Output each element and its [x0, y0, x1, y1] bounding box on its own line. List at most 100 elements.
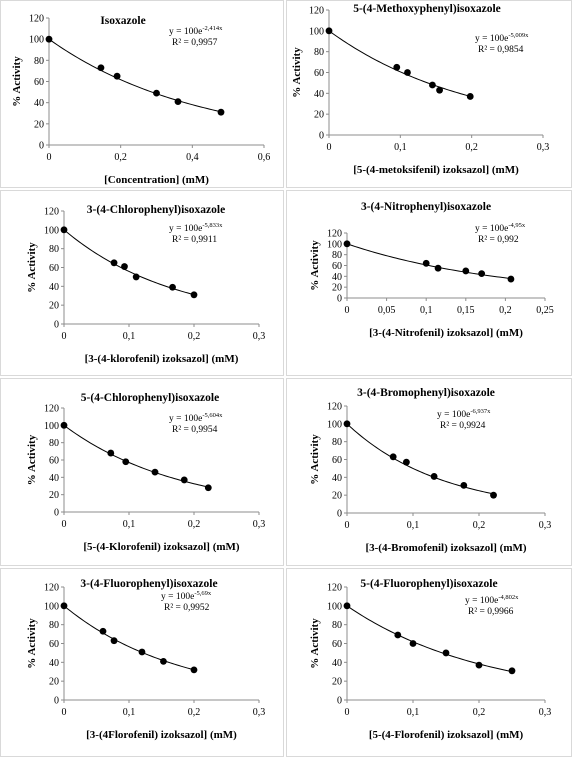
fit-equation: y = 100e-5,604x	[169, 412, 223, 424]
y-tick-label: 120	[327, 402, 342, 413]
trend-curve	[63, 605, 195, 671]
data-point	[436, 86, 443, 94]
x-axis-label: [3-(4-klorofenil) izoksazol] (mM)	[85, 353, 239, 365]
y-tick-label: 60	[49, 639, 59, 650]
y-tick-label: 80	[34, 56, 44, 67]
x-tick-label: 0,1	[394, 142, 407, 153]
fit-equation-base: y = 100e	[169, 27, 202, 37]
chart-svg: 0 0,2 0,4 0,6 0 20 40 60 80 100 120 % Activity [Conc…	[11, 14, 271, 187]
data-point	[60, 421, 68, 429]
data-point	[403, 458, 410, 466]
y-tick-label: 0	[337, 294, 342, 305]
fit-equation: y = 100e-5,009x	[475, 32, 529, 44]
data-point	[169, 283, 176, 291]
r-squared: R² = 0,9952	[164, 603, 210, 613]
y-tick-label: 60	[49, 263, 59, 274]
data-point	[434, 264, 442, 272]
x-tick-label: 0,2	[473, 520, 486, 531]
data-point	[478, 270, 486, 278]
x-tick-label: 0,3	[537, 142, 550, 153]
data-point	[132, 273, 140, 281]
y-tick-label: 80	[49, 244, 59, 255]
chart-panel-7: 0 0,1 0,2 0,3 0 20 40 60 80 100 120 % Activity [3-(4…	[0, 568, 284, 757]
y-tick-label: 80	[49, 620, 59, 631]
fit-equation-base: y = 100e	[161, 592, 194, 602]
chart-panel-3: 0 0,1 0,2 0,3 0 20 40 60 80 100 120 % Activity [3-(4…	[0, 190, 284, 376]
data-point	[151, 468, 159, 476]
y-tick-label: 60	[332, 455, 342, 466]
x-axis-label: [5-(4-Klorofenil) izoksazol] (mM)	[83, 541, 240, 553]
fit-equation-exponent: -6,937x	[470, 408, 491, 415]
data-point	[110, 637, 118, 645]
y-tick-label: 60	[314, 68, 324, 79]
y-tick-label: 100	[44, 601, 59, 612]
data-point	[422, 259, 430, 267]
y-tick-label: 20	[314, 110, 324, 121]
trend-curve	[346, 243, 512, 280]
y-tick-label: 0	[337, 696, 342, 707]
data-point	[122, 458, 130, 466]
x-axis-label: [5-(4-Florofenil) izoksazol] (mM)	[369, 729, 524, 741]
fit-equation: y = 100e-5,69x	[161, 590, 212, 602]
y-axis-label: % Activity	[26, 618, 38, 669]
data-point	[217, 108, 225, 116]
y-tick-label: 40	[49, 658, 59, 669]
y-tick-label: 0	[54, 320, 59, 331]
x-tick-label: 0	[62, 707, 67, 718]
data-point	[475, 661, 483, 669]
r-squared: R² = 0,992	[478, 235, 519, 245]
y-tick-label: 80	[314, 47, 324, 58]
x-tick-label: 0,2	[465, 142, 478, 153]
y-tick-label: 100	[327, 601, 342, 612]
y-tick-label: 20	[49, 490, 59, 501]
fit-equation-base: y = 100e	[437, 410, 470, 420]
trend-curve	[346, 605, 513, 673]
fit-equation-base: y = 100e	[169, 414, 202, 424]
data-point	[45, 35, 53, 43]
data-point	[466, 93, 474, 100]
x-tick-label: 0	[345, 707, 350, 718]
fit-equation: y = 100e-5,833x	[169, 222, 223, 234]
data-point	[430, 473, 438, 480]
x-tick-label: 0,25	[536, 305, 554, 316]
trend-curve	[346, 423, 494, 495]
x-tick-label: 0,6	[258, 152, 271, 163]
x-tick-label: 0	[62, 331, 67, 342]
y-tick-label: 120	[44, 583, 59, 594]
chart-svg: 0 0,1 0,2 0,3 0 20 40 60 80 100 120 % Activity [5-(4…	[291, 3, 550, 176]
y-tick-label: 20	[49, 301, 59, 312]
trend-curve	[328, 30, 471, 97]
y-tick-label: 20	[332, 677, 342, 688]
x-axis-label: [3-(4Florofenil) izoksazol] (mM)	[86, 729, 237, 741]
data-point	[429, 81, 436, 89]
y-tick-label: 40	[332, 658, 342, 669]
x-tick-label: 0	[345, 520, 350, 531]
r-squared: R² = 0,9924	[440, 421, 486, 431]
data-point	[160, 657, 167, 665]
y-tick-label: 100	[44, 421, 59, 432]
y-axis-label: % Activity	[309, 240, 321, 291]
y-axis-label: % Activity	[291, 47, 303, 98]
chart-panel-2: 0 0,1 0,2 0,3 0 20 40 60 80 100 120 % Activity [5-(4…	[286, 0, 572, 188]
fit-equation-exponent: -2,414x	[202, 25, 223, 32]
data-point	[442, 649, 450, 657]
y-tick-label: 120	[327, 229, 342, 240]
data-point	[99, 627, 107, 635]
x-tick-label: 0,1	[407, 520, 420, 531]
x-axis-label: [3-(4-Nitrofenil) izoksazol] (mM)	[369, 327, 523, 339]
y-tick-label: 40	[314, 89, 324, 100]
fit-equation-exponent: -5,833x	[202, 222, 223, 229]
data-point	[174, 98, 182, 106]
data-point	[343, 420, 351, 428]
x-tick-label: 0	[47, 152, 52, 163]
chart-title: 3-(4-Chlorophenyl)isoxazole	[87, 204, 225, 216]
data-point	[190, 666, 198, 674]
fit-equation-exponent: -4,802x	[498, 594, 519, 601]
x-tick-label: 0,1	[407, 707, 420, 718]
y-axis-label: % Activity	[26, 434, 38, 485]
chart-title: 3-(4-Bromophenyl)isoxazole	[357, 387, 495, 399]
y-tick-label: 120	[309, 6, 324, 17]
x-tick-label: 0	[62, 519, 67, 530]
y-tick-label: 0	[337, 509, 342, 520]
x-tick-label: 0,2	[188, 519, 201, 530]
